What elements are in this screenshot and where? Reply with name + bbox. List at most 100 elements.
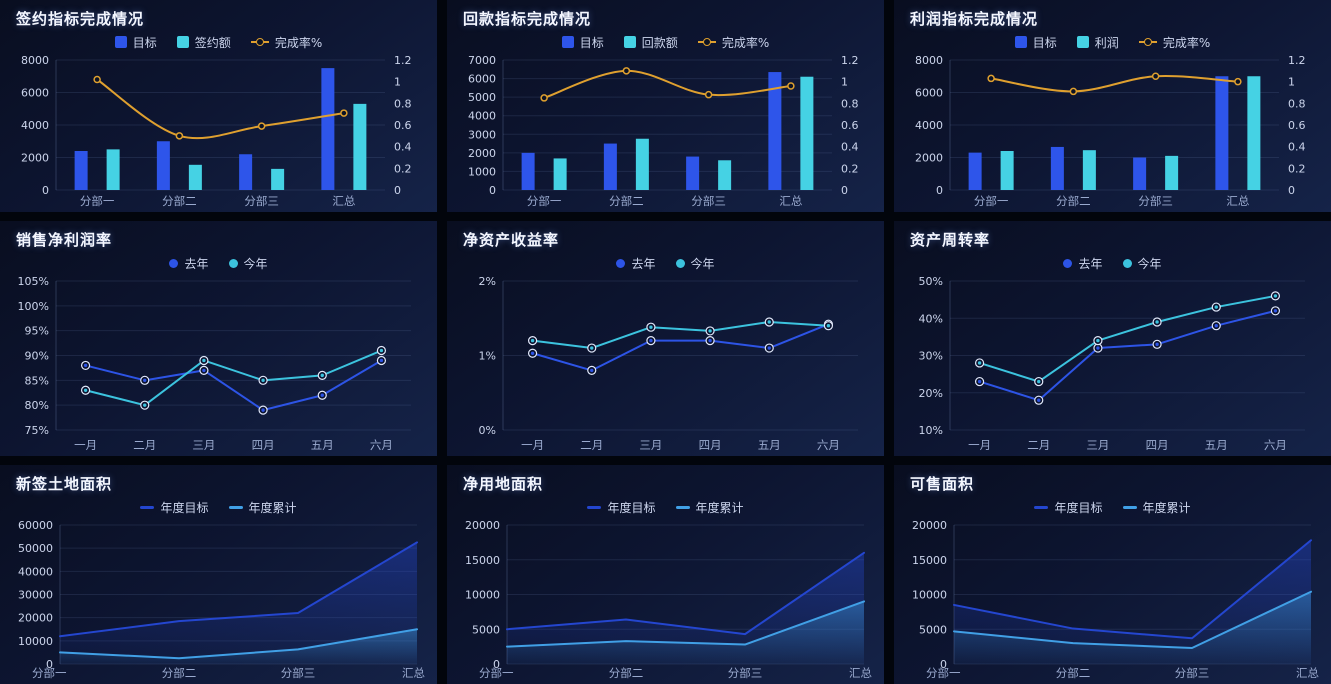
legend-item-今年[interactable]: 今年 <box>1122 255 1162 272</box>
svg-text:6000: 6000 <box>468 73 496 86</box>
svg-text:90%: 90% <box>25 350 49 363</box>
svg-text:五月: 五月 <box>1205 438 1228 452</box>
svg-text:0: 0 <box>936 184 943 197</box>
svg-text:15000: 15000 <box>912 554 947 567</box>
svg-text:六月: 六月 <box>1264 438 1287 452</box>
legend-label: 今年 <box>1137 256 1162 271</box>
svg-text:0.2: 0.2 <box>841 162 859 175</box>
legend-item-年度目标[interactable]: 年度目标 <box>587 499 656 516</box>
chart-title-saleable-area: 可售面积 <box>910 475 975 493</box>
svg-text:100%: 100% <box>18 300 49 313</box>
panel-profit-completion: 利润指标完成情况 目标 利润 完成率% 0 2000 4000 6000 8000 0 0.2 0… <box>894 0 1331 212</box>
chart-legend-payment: 目标 回款额 完成率% <box>457 32 874 52</box>
svg-text:汇总: 汇总 <box>1226 194 1249 208</box>
svg-text:1%: 1% <box>479 350 496 363</box>
svg-text:7000: 7000 <box>468 54 496 67</box>
legend-square-icon <box>1076 36 1089 48</box>
svg-text:50000: 50000 <box>18 542 53 555</box>
legend-line-dot-icon <box>250 38 269 46</box>
chart-title-contract: 签约指标完成情况 <box>16 10 145 28</box>
legend-item-年度目标[interactable]: 年度目标 <box>1034 499 1103 516</box>
legend-item-目标[interactable]: 目标 <box>1014 34 1057 51</box>
svg-text:5000: 5000 <box>468 91 496 104</box>
profit-completion-chart[interactable]: 0 2000 4000 6000 8000 0 0.2 0.4 0.6 0.8 1 1.2 分部一 分部二… <box>904 52 1321 210</box>
legend-dot-icon <box>228 258 238 268</box>
payment-completion-chart[interactable]: 0 1000 2000 3000 4000 5000 6000 7000 0 0.2 0.4 0.6 0… <box>457 52 874 210</box>
legend-item-年度目标[interactable]: 年度目标 <box>140 499 209 516</box>
svg-text:75%: 75% <box>25 424 49 437</box>
legend-label: 今年 <box>690 256 715 271</box>
svg-text:0.6: 0.6 <box>841 119 859 132</box>
legend-line-dot-icon <box>1138 38 1157 46</box>
panel-net-land-area: 净用地面积 年度目标 年度累计 0 5000 10000 15000 20000 分部一 分部… <box>447 465 884 684</box>
svg-text:4000: 4000 <box>21 119 49 132</box>
svg-text:一月: 一月 <box>968 438 991 452</box>
panel-net-profit-margin: 销售净利润率 去年 今年 75% 80% 85% 90% 95% 100% 105% 一月 二月 三… <box>0 221 437 456</box>
svg-text:15000: 15000 <box>465 554 500 567</box>
svg-text:分部一: 分部一 <box>527 194 562 208</box>
legend-item-完成率%[interactable]: 完成率% <box>697 34 769 51</box>
svg-text:1.2: 1.2 <box>394 54 412 67</box>
legend-item-今年[interactable]: 今年 <box>675 255 715 272</box>
svg-text:分部一: 分部一 <box>80 194 115 208</box>
svg-text:40%: 40% <box>919 312 943 325</box>
legend-label: 年度累计 <box>1142 500 1191 515</box>
svg-text:0: 0 <box>394 184 401 197</box>
svg-text:0: 0 <box>841 184 848 197</box>
legend-item-目标[interactable]: 目标 <box>561 34 604 51</box>
svg-text:分部三: 分部三 <box>691 194 726 208</box>
legend-square-icon <box>114 36 127 48</box>
svg-text:三月: 三月 <box>192 438 215 452</box>
contract-completion-chart[interactable]: 0 2000 4000 6000 8000 0 0.2 0.4 0.6 0.8 1 1.2 分部一 分部二… <box>10 52 427 210</box>
svg-text:8000: 8000 <box>21 54 49 67</box>
chart-legend-roe: 去年 今年 <box>457 253 874 273</box>
chart-title-asset-turnover: 资产周转率 <box>910 231 991 249</box>
svg-text:1: 1 <box>1288 76 1295 89</box>
svg-text:0.8: 0.8 <box>841 97 859 110</box>
net-profit-margin-chart[interactable]: 75% 80% 85% 90% 95% 100% 105% 一月 二月 三月 四月 五月 六月 <box>10 273 427 454</box>
legend-item-去年[interactable]: 去年 <box>169 255 209 272</box>
panel-payment-completion: 回款指标完成情况 目标 回款额 完成率% 0 1000 2000 3000 4000 5000… <box>447 0 884 212</box>
svg-text:分部一: 分部一 <box>926 666 961 680</box>
legend-item-利润[interactable]: 利润 <box>1076 34 1119 51</box>
roe-chart[interactable]: 0% 1% 2% 一月 二月 三月 四月 五月 六月 <box>457 273 874 454</box>
legend-dash-icon <box>1034 505 1049 509</box>
svg-text:1.2: 1.2 <box>841 54 859 67</box>
svg-text:60000: 60000 <box>18 519 53 532</box>
legend-label: 回款额 <box>641 35 678 50</box>
legend-item-目标[interactable]: 目标 <box>114 34 157 51</box>
svg-text:40000: 40000 <box>18 565 53 578</box>
legend-label: 去年 <box>184 256 209 271</box>
legend-item-完成率%[interactable]: 完成率% <box>250 34 323 51</box>
legend-square-icon <box>1014 36 1027 48</box>
svg-text:30000: 30000 <box>18 589 53 602</box>
new-land-area-chart[interactable]: 0 10000 20000 30000 40000 50000 60000 分部一 分部二 分部三… <box>10 517 427 682</box>
svg-text:6000: 6000 <box>915 87 943 100</box>
svg-text:四月: 四月 <box>699 438 722 452</box>
legend-label: 年度累计 <box>248 500 297 515</box>
legend-item-回款额[interactable]: 回款额 <box>623 34 678 51</box>
legend-item-今年[interactable]: 今年 <box>228 255 268 272</box>
legend-item-年度累计[interactable]: 年度累计 <box>228 499 297 516</box>
svg-text:0.8: 0.8 <box>394 97 412 110</box>
svg-text:10000: 10000 <box>18 635 53 648</box>
legend-dash-icon <box>228 505 243 509</box>
legend-item-签约额[interactable]: 签约额 <box>176 34 231 51</box>
saleable-area-chart[interactable]: 0 5000 10000 15000 20000 分部一 分部二 分部三 汇总 <box>904 517 1321 682</box>
legend-dot-icon <box>169 258 179 268</box>
legend-item-年度累计[interactable]: 年度累计 <box>675 499 744 516</box>
legend-item-完成率%[interactable]: 完成率% <box>1138 34 1210 51</box>
legend-item-去年[interactable]: 去年 <box>1063 255 1103 272</box>
legend-label: 完成率% <box>274 35 323 50</box>
asset-turnover-chart[interactable]: 10% 20% 30% 40% 50% 一月 二月 三月 四月 五月 六月 <box>904 273 1321 454</box>
legend-item-年度累计[interactable]: 年度累计 <box>1122 499 1191 516</box>
legend-label: 年度目标 <box>160 500 209 515</box>
net-land-area-chart[interactable]: 0 5000 10000 15000 20000 分部一 分部二 分部三 汇总 <box>457 517 874 682</box>
legend-dash-icon <box>140 505 155 509</box>
svg-text:分部二: 分部二 <box>1056 194 1091 208</box>
legend-item-去年[interactable]: 去年 <box>616 255 656 272</box>
legend-dot-icon <box>1122 258 1132 268</box>
svg-text:汇总: 汇总 <box>402 666 425 680</box>
svg-text:分部二: 分部二 <box>1056 666 1091 680</box>
svg-text:二月: 二月 <box>133 438 156 452</box>
